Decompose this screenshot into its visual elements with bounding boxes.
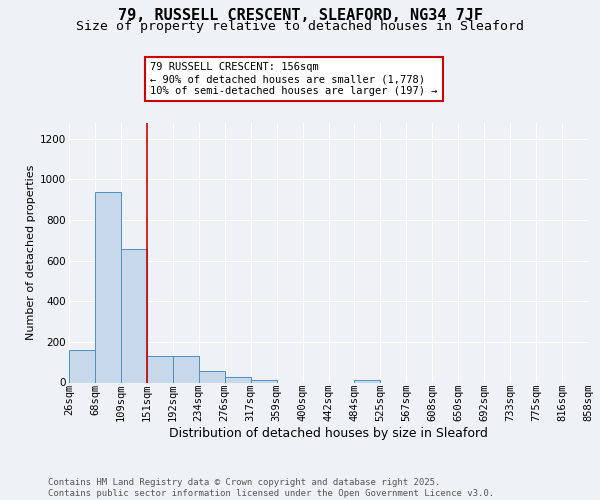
Y-axis label: Number of detached properties: Number of detached properties xyxy=(26,165,36,340)
Text: 79, RUSSELL CRESCENT, SLEAFORD, NG34 7JF: 79, RUSSELL CRESCENT, SLEAFORD, NG34 7JF xyxy=(118,8,482,22)
Bar xyxy=(355,380,380,382)
Bar xyxy=(199,372,224,382)
Bar xyxy=(251,380,277,382)
Text: Contains HM Land Registry data © Crown copyright and database right 2025.
Contai: Contains HM Land Registry data © Crown c… xyxy=(48,478,494,498)
X-axis label: Distribution of detached houses by size in Sleaford: Distribution of detached houses by size … xyxy=(169,427,488,440)
Bar xyxy=(147,356,173,382)
Bar xyxy=(95,192,121,382)
Bar xyxy=(225,378,251,382)
Bar xyxy=(121,250,147,382)
Text: 79 RUSSELL CRESCENT: 156sqm
← 90% of detached houses are smaller (1,778)
10% of : 79 RUSSELL CRESCENT: 156sqm ← 90% of det… xyxy=(150,62,437,96)
Text: Size of property relative to detached houses in Sleaford: Size of property relative to detached ho… xyxy=(76,20,524,33)
Bar xyxy=(173,356,199,382)
Bar xyxy=(69,350,95,382)
